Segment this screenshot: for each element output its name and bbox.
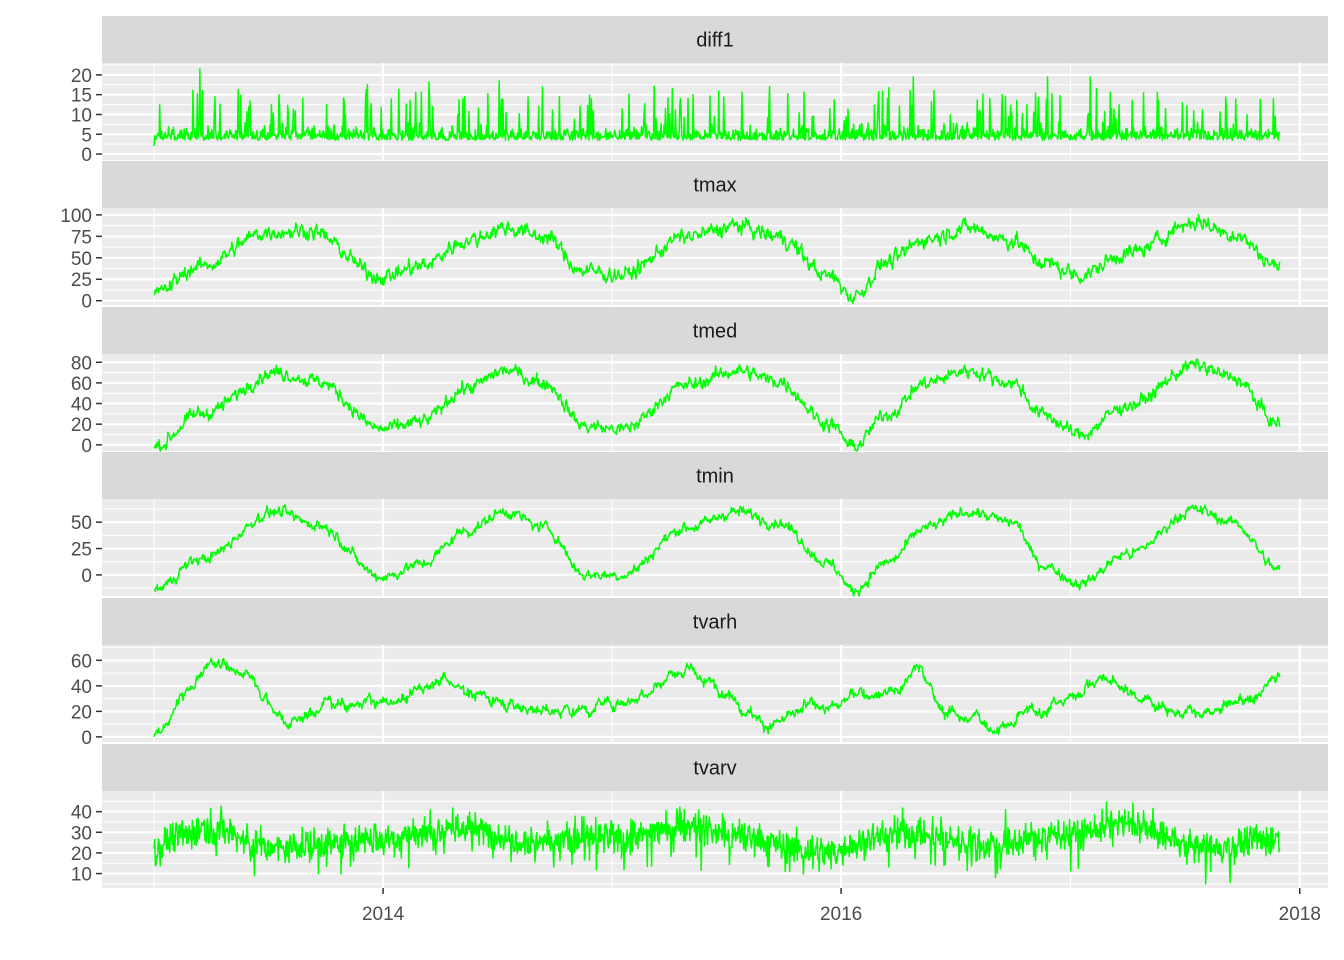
facet-strip [102,452,1328,499]
y-tick-label: 60 [71,374,92,395]
y-tick-label: 5 [81,125,92,146]
facet-tvarh: tvarh 0 20 40 60 [71,598,1328,749]
x-axis: 2014 2016 2018 [362,888,1321,925]
facet-strip [102,16,1328,63]
y-tick-label: 60 [71,651,92,672]
facet-strip-label: tvarh [693,612,737,634]
facet-strip [102,307,1328,354]
y-tick-label: 75 [71,227,92,248]
y-tick-label: 40 [71,395,92,416]
y-tick-label: 0 [81,436,92,457]
facet-strip-label: diff1 [696,30,733,52]
y-tick-label: 40 [71,677,92,698]
y-tick-label: 30 [71,823,92,844]
series-line-tvarv [153,801,1281,885]
x-tick-label: 2014 [362,904,405,925]
x-tick-label: 2018 [1279,904,1321,925]
y-tick-label: 0 [81,566,92,587]
y-tick-label: 50 [71,249,92,270]
facet-strip-label: tvarv [693,758,736,780]
series-line-tmax [153,213,1281,305]
y-tick-label: 25 [71,270,92,291]
y-tick-label: 50 [71,513,92,534]
facet-strip [102,161,1328,208]
y-tick-label: 100 [60,206,92,227]
x-tick-label: 2016 [820,904,862,925]
y-tick-label: 15 [71,86,92,107]
facet-strip-label: tmed [693,321,737,343]
facet-strip-label: tmax [693,175,736,197]
facet-strip-label: tmin [696,466,734,488]
series-line-tmed [153,358,1281,452]
facet-strip [102,744,1328,791]
y-tick-label: 0 [81,728,92,749]
y-tick-label: 40 [71,803,92,824]
y-tick-label: 0 [81,145,92,166]
y-tick-label: 20 [71,415,92,436]
y-tick-label: 80 [71,353,92,374]
y-tick-label: 20 [71,702,92,723]
series-line-diff1 [153,68,1281,147]
y-tick-label: 10 [71,105,92,126]
y-tick-label: 10 [71,865,92,886]
y-tick-label: 25 [71,540,92,561]
facet-tmin: tmin 0 25 50 [71,452,1328,597]
y-tick-label: 20 [71,844,92,865]
series-line-tmin [153,504,1281,597]
series-line-tvarh [153,657,1281,738]
y-tick-label: 0 [81,292,92,313]
facet-strip [102,598,1328,645]
y-tick-label: 20 [71,66,92,87]
